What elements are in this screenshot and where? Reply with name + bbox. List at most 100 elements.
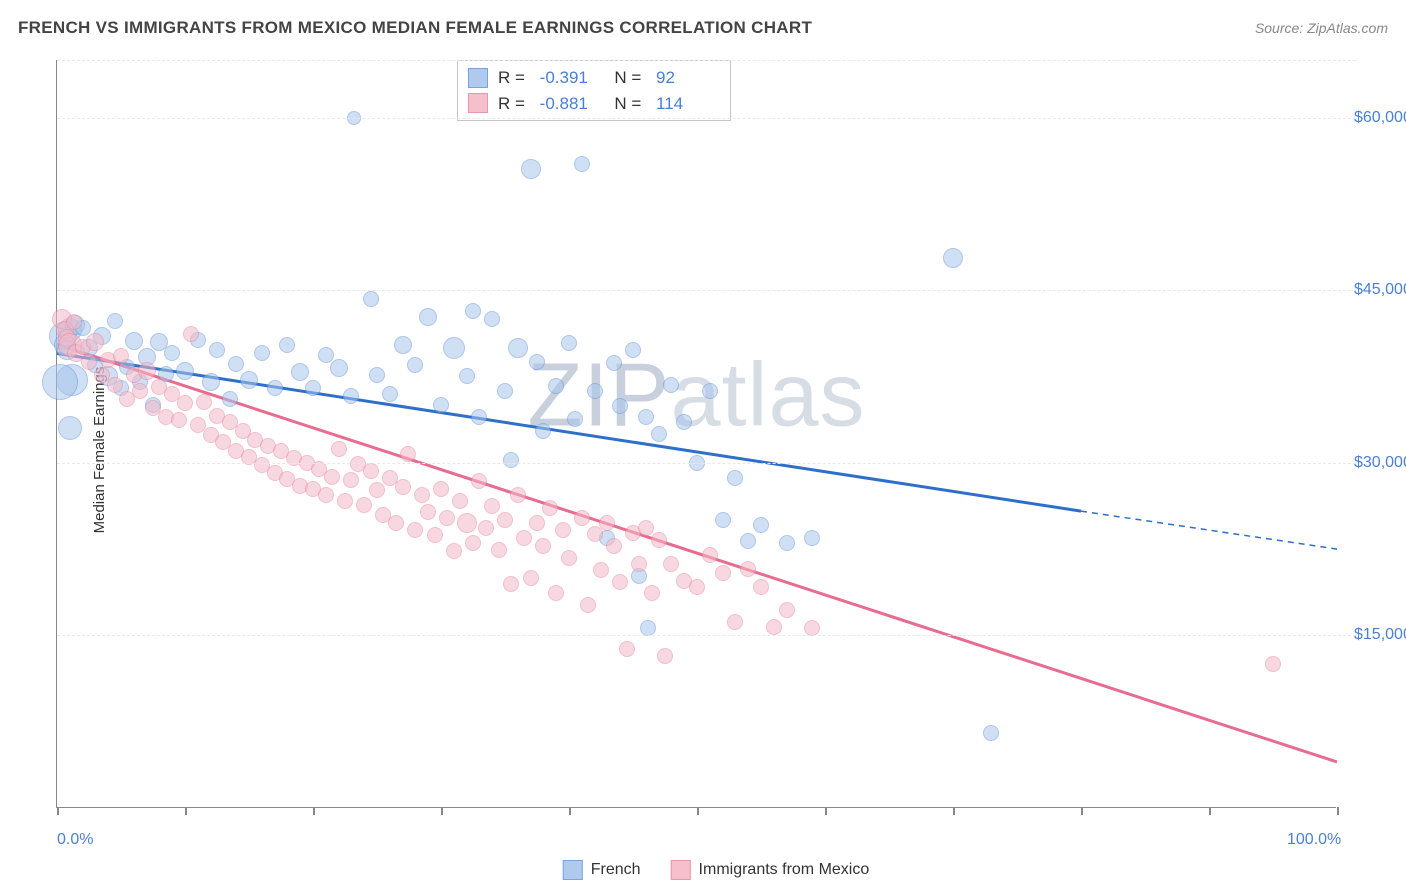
scatter-point (465, 303, 481, 319)
scatter-point (471, 409, 487, 425)
scatter-point (66, 314, 82, 330)
scatter-point (943, 248, 963, 268)
chart-area: Median Female Earnings ZIPatlas R = -0.3… (56, 60, 1376, 840)
r-value-mexico: -0.881 (540, 91, 600, 117)
scatter-point (521, 159, 541, 179)
scatter-point (107, 313, 123, 329)
scatter-point (657, 648, 673, 664)
scatter-point (318, 487, 334, 503)
scatter-point (58, 416, 82, 440)
scatter-point (689, 579, 705, 595)
scatter-point (107, 377, 123, 393)
scatter-point (267, 380, 283, 396)
n-value-mexico: 114 (656, 91, 716, 117)
scatter-point (753, 517, 769, 533)
scatter-point (86, 333, 104, 351)
x-tick-mark (697, 807, 699, 815)
scatter-point (439, 510, 455, 526)
scatter-point (183, 326, 199, 342)
scatter-point (567, 411, 583, 427)
scatter-point (394, 336, 412, 354)
scatter-point (343, 388, 359, 404)
scatter-point (702, 547, 718, 563)
x-tick-mark (185, 807, 187, 815)
gridline (57, 118, 1356, 119)
scatter-point (727, 470, 743, 486)
scatter-point (465, 535, 481, 551)
scatter-point (222, 391, 238, 407)
x-tick-mark (441, 807, 443, 815)
scatter-point (529, 354, 545, 370)
scatter-point (587, 383, 603, 399)
scatter-point (400, 446, 416, 462)
y-tick-label: $45,000 (1354, 281, 1406, 299)
scatter-point (503, 576, 519, 592)
scatter-point (612, 398, 628, 414)
scatter-point (766, 619, 782, 635)
gridline (57, 635, 1356, 636)
x-tick-mark (953, 807, 955, 815)
scatter-point (363, 291, 379, 307)
scatter-point (419, 308, 437, 326)
scatter-point (471, 473, 487, 489)
scatter-point (740, 533, 756, 549)
scatter-point (702, 383, 718, 399)
scatter-point (427, 527, 443, 543)
scatter-point (779, 602, 795, 618)
legend-swatch-icon (671, 860, 691, 880)
scatter-point (727, 614, 743, 630)
bottom-legend: French Immigrants from Mexico (563, 860, 870, 880)
scatter-point (414, 487, 430, 503)
x-tick-mark (1337, 807, 1339, 815)
y-tick-label: $30,000 (1354, 454, 1406, 472)
scatter-point (740, 561, 756, 577)
scatter-point (548, 378, 564, 394)
legend-item-mexico: Immigrants from Mexico (671, 860, 870, 880)
scatter-point (395, 479, 411, 495)
scatter-point (318, 347, 334, 363)
scatter-point (113, 348, 129, 364)
scatter-point (337, 493, 353, 509)
n-value-french: 92 (656, 65, 716, 91)
legend-swatch-mexico (468, 93, 488, 113)
scatter-point (804, 530, 820, 546)
scatter-point (574, 156, 590, 172)
x-tick-label: 0.0% (57, 831, 93, 849)
scatter-point (331, 441, 347, 457)
scatter-point (606, 538, 622, 554)
scatter-point (715, 565, 731, 581)
scatter-point (420, 504, 436, 520)
scatter-point (779, 535, 795, 551)
scatter-point (407, 357, 423, 373)
x-tick-mark (313, 807, 315, 815)
scatter-point (279, 337, 295, 353)
scatter-point (663, 377, 679, 393)
scatter-point (638, 409, 654, 425)
r-value-french: -0.391 (540, 65, 600, 91)
scatter-point (388, 515, 404, 531)
scatter-point (535, 538, 551, 554)
scatter-point (753, 579, 769, 595)
chart-source: Source: ZipAtlas.com (1255, 20, 1388, 36)
scatter-point (407, 522, 423, 538)
x-tick-mark (1209, 807, 1211, 815)
x-tick-mark (569, 807, 571, 815)
scatter-point (625, 342, 641, 358)
gridline (57, 60, 1356, 61)
scatter-point (209, 342, 225, 358)
scatter-point (457, 513, 477, 533)
scatter-point (433, 481, 449, 497)
legend-item-french: French (563, 860, 641, 880)
scatter-point (503, 452, 519, 468)
scatter-point (177, 395, 193, 411)
scatter-point (132, 383, 148, 399)
scatter-point (529, 515, 545, 531)
scatter-point (369, 367, 385, 383)
scatter-point (542, 500, 558, 516)
scatter-point (631, 556, 647, 572)
scatter-point (305, 380, 321, 396)
scatter-point (484, 498, 500, 514)
scatter-point (491, 542, 507, 558)
scatter-points (57, 60, 1336, 807)
scatter-point (240, 371, 258, 389)
